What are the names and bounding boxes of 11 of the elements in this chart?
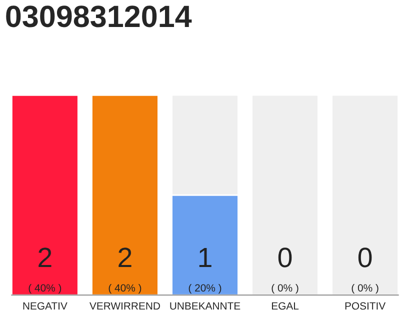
data-label: 1 ( 20% ) [188,248,222,294]
data-label: 2 ( 40% ) [28,248,62,294]
x-tick-label: VERWIRREND [90,302,160,310]
x-tick-label: NEGATIV [23,302,68,310]
x-tick-label: UNBEKANNTE [170,302,240,310]
data-label: 0 ( 0% ) [352,248,378,294]
chart-title: 03098312014 [6,6,192,28]
data-label: 2 ( 40% ) [108,248,142,294]
x-tick-label: POSITIV [345,302,386,310]
x-tick-label: EGAL [272,302,299,310]
data-label: 0 ( 0% ) [272,248,298,294]
